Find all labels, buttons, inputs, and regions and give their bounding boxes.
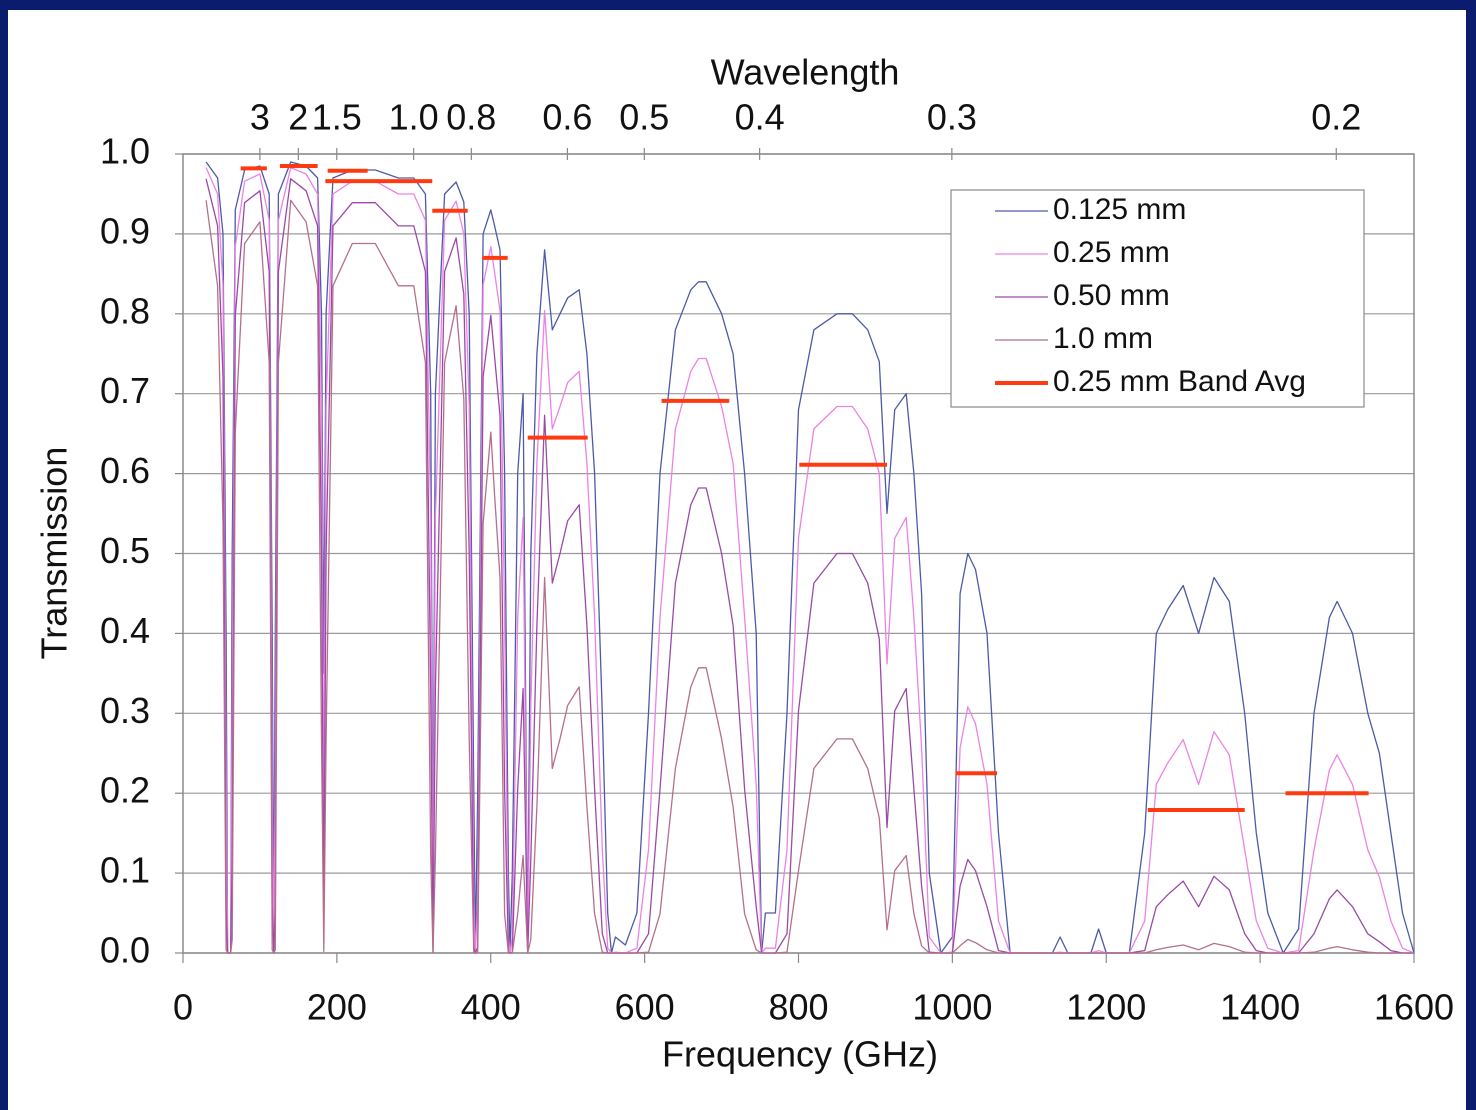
series-line xyxy=(205,199,1414,954)
x2-tick-label: 0.2 xyxy=(1311,97,1361,138)
x2-tick-label: 3 xyxy=(250,97,270,138)
y-tick-label: 0.6 xyxy=(100,450,150,491)
y-tick-label: 0.9 xyxy=(100,210,150,251)
legend-label: 0.125 mm xyxy=(1053,193,1186,226)
y-tick-label: 0.4 xyxy=(100,610,150,651)
y-tick-label: 1.0 xyxy=(100,131,150,172)
legend-box xyxy=(950,189,1365,408)
x-axis-title: Frequency (GHz) xyxy=(662,1034,938,1075)
y-axis-title: Transmission xyxy=(34,447,75,660)
x-tick-label: 1400 xyxy=(1220,987,1300,1028)
x-tick-label: 1000 xyxy=(912,987,992,1028)
x-tick-label: 200 xyxy=(307,987,367,1028)
x-tick-label: 600 xyxy=(615,987,675,1028)
legend-label: 0.25 mm Band Avg xyxy=(1053,365,1306,398)
y-tick-label: 0.3 xyxy=(100,690,150,731)
x2-tick-label: 1.5 xyxy=(312,97,362,138)
y-tick-label: 0.1 xyxy=(100,850,150,891)
series-line xyxy=(205,166,1415,954)
x2-tick-label: 0.5 xyxy=(619,97,669,138)
x-tick-label: 400 xyxy=(461,987,521,1028)
y-tick-label: 0.7 xyxy=(100,370,150,411)
x2-tick-label: 1.0 xyxy=(389,97,439,138)
y-tick-label: 0.8 xyxy=(100,290,150,331)
x2-tick-label: 0.6 xyxy=(542,97,592,138)
y-tick-label: 0.2 xyxy=(100,770,150,811)
y-tick-label: 0.5 xyxy=(100,530,150,571)
y-tick-label: 0.0 xyxy=(100,930,150,971)
x2-tick-label: 0.3 xyxy=(927,97,977,138)
x2-tick-label: 2 xyxy=(288,97,308,138)
x2-tick-label: 0.4 xyxy=(735,97,785,138)
legend-label: 0.25 mm xyxy=(1053,236,1170,269)
series-line xyxy=(205,161,1415,954)
x2-tick-label: 0.8 xyxy=(446,97,496,138)
x-tick-label: 800 xyxy=(768,987,828,1028)
plot-frame xyxy=(182,153,1415,954)
x-tick-label: 1600 xyxy=(1374,987,1454,1028)
x2-axis-title: Wavelength xyxy=(711,52,900,93)
x-tick-label: 0 xyxy=(173,987,193,1028)
x-tick-label: 1200 xyxy=(1066,987,1146,1028)
legend-label: 1.0 mm xyxy=(1053,322,1153,355)
legend-label: 0.50 mm xyxy=(1053,279,1170,312)
